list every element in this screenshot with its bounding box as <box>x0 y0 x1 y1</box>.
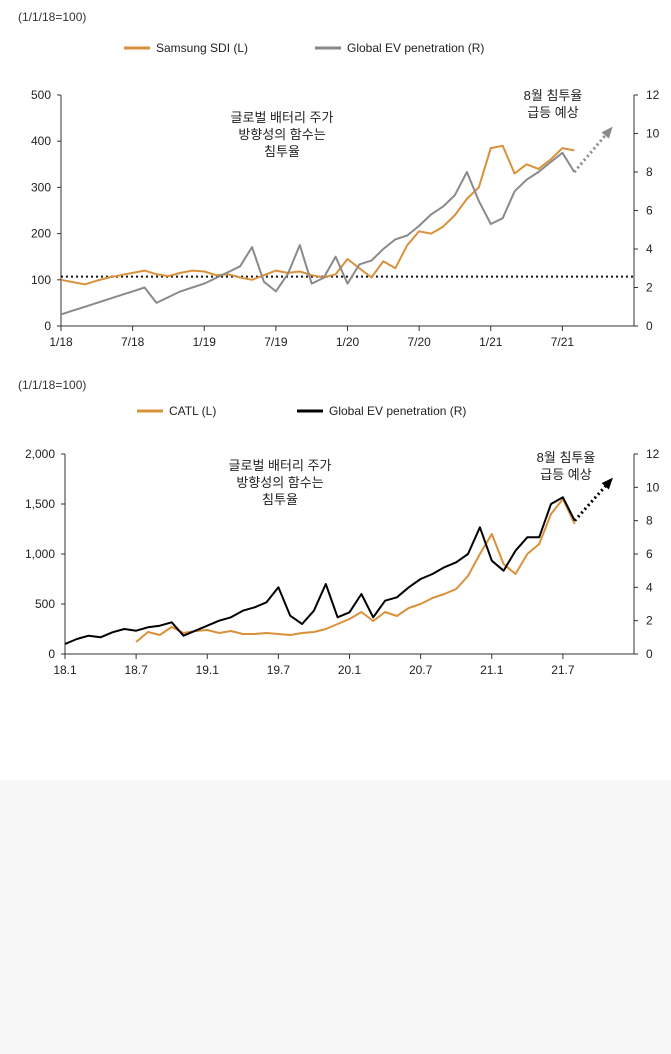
annotation-main-line: 방향성의 함수는 <box>236 475 323 490</box>
index-note-bottom: (1/1/18=100) <box>18 378 87 392</box>
left-tick-label: 0 <box>44 319 51 333</box>
x-tick-label: 20.1 <box>338 663 362 677</box>
legend-label: CATL (L) <box>169 404 216 418</box>
legend-label: Global EV penetration (R) <box>329 404 466 418</box>
right-tick-label: 4 <box>646 580 653 594</box>
samsung-sdi-chart: 0 100 200 300 400 500 0 2 4 6 8 10 12 1/18 7/18 1/19 7/1… <box>31 41 660 349</box>
stock-price-series-line <box>60 144 575 286</box>
annotation-forecast-line: 급등 예상 <box>540 467 591 482</box>
x-tick-label: 7/19 <box>264 335 288 349</box>
left-tick-label: 500 <box>35 597 55 611</box>
x-tick-label: 7/18 <box>121 335 145 349</box>
x-tick-label: 1/18 <box>49 335 73 349</box>
x-tick-label: 19.7 <box>267 663 291 677</box>
index-note-top: (1/1/18=100) <box>18 10 87 24</box>
forecast-arrow-head <box>601 126 613 139</box>
x-tick-label: 21.7 <box>551 663 575 677</box>
right-tick-label: 8 <box>646 514 653 528</box>
catl-chart-panel: (1/1/18=100) 0 500 1,000 1,500 2,000 0 2 4 6 8 10 1… <box>0 350 671 1054</box>
right-tick-label: 6 <box>646 547 653 561</box>
left-tick-label: 1,000 <box>25 547 55 561</box>
forecast-arrow-line <box>573 479 612 522</box>
ev-penetration-series-line <box>60 151 576 316</box>
x-tick-label: 20.7 <box>409 663 433 677</box>
annotation-main-line: 글로벌 배터리 주가 <box>229 458 332 473</box>
forecast-arrow-head <box>601 477 613 490</box>
ev-penetration-series-line <box>64 496 576 645</box>
left-tick-label: 100 <box>31 273 51 287</box>
annotation-main-line: 침투율 <box>264 144 300 159</box>
x-tick-label: 19.1 <box>196 663 220 677</box>
left-tick-label: 200 <box>31 227 51 241</box>
legend-label: Global EV penetration (R) <box>347 41 484 55</box>
right-tick-label: 0 <box>646 647 653 661</box>
x-tick-label: 21.1 <box>480 663 504 677</box>
annotation-main-line: 글로벌 배터리 주가 <box>231 110 334 125</box>
right-tick-label: 4 <box>646 242 653 256</box>
right-tick-label: 12 <box>646 447 660 461</box>
x-tick-label: 7/21 <box>551 335 575 349</box>
forecast-arrow-line <box>573 128 612 173</box>
x-tick-label: 1/19 <box>193 335 217 349</box>
x-tick-label: 18.1 <box>53 663 77 677</box>
right-tick-label: 6 <box>646 204 653 218</box>
annotation-main-line: 방향성의 함수는 <box>238 127 325 142</box>
x-tick-label: 1/20 <box>336 335 360 349</box>
left-tick-label: 0 <box>48 647 55 661</box>
right-tick-label: 2 <box>646 281 653 295</box>
x-tick-label: 1/21 <box>479 335 503 349</box>
left-tick-label: 300 <box>31 180 51 194</box>
right-tick-label: 2 <box>646 614 653 628</box>
right-tick-label: 10 <box>646 480 660 494</box>
x-tick-label: 18.7 <box>124 663 148 677</box>
left-tick-label: 1,500 <box>25 497 55 511</box>
annotation-forecast-line: 8월 침투율 <box>524 88 583 103</box>
left-tick-label: 2,000 <box>25 447 55 461</box>
annotation-main-line: 침투율 <box>262 492 298 507</box>
samsung-sdi-chart-panel: (1/1/18=100) 0 100 200 300 400 500 0 2 4 6 8 10 12 1/… <box>0 0 671 350</box>
x-tick-label: 7/20 <box>407 335 431 349</box>
right-tick-label: 12 <box>646 88 660 102</box>
right-tick-label: 0 <box>646 319 653 333</box>
right-tick-label: 8 <box>646 165 653 179</box>
catl-chart: 0 500 1,000 1,500 2,000 0 2 4 6 8 10 12 18.1 18.7 19.1… <box>25 404 660 677</box>
right-tick-label: 10 <box>646 127 660 141</box>
annotation-forecast-line: 8월 침투율 <box>537 450 596 465</box>
legend-label: Samsung SDI (L) <box>156 41 248 55</box>
left-tick-label: 400 <box>31 134 51 148</box>
stock-price-series-line <box>135 498 576 643</box>
left-tick-label: 500 <box>31 88 51 102</box>
annotation-forecast-line: 급등 예상 <box>527 105 578 120</box>
